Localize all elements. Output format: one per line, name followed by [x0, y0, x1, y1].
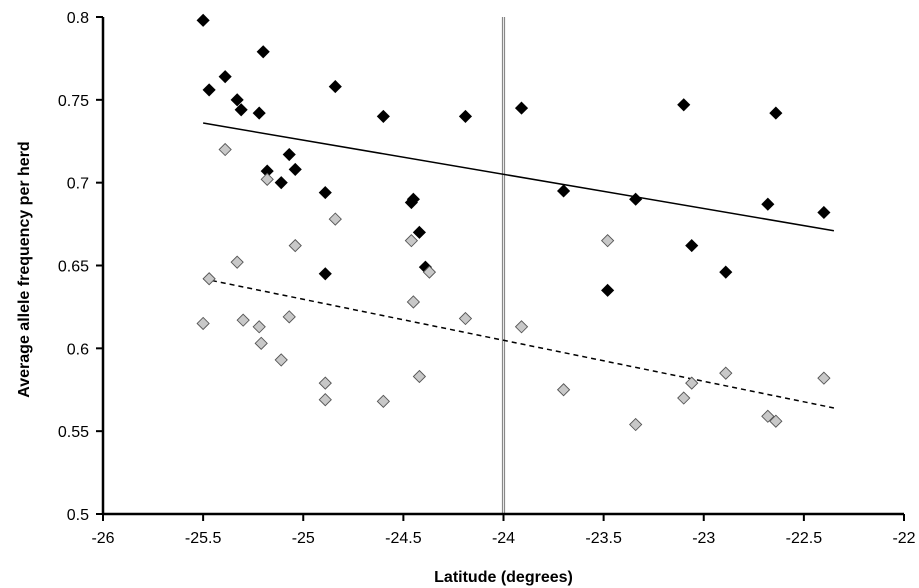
- data-point: [412, 369, 427, 384]
- data-point: [376, 109, 390, 123]
- data-point: [318, 376, 332, 390]
- y-axis-ticks: 0.5 0.55 0.6 0.65 0.7 0.75 0.8: [58, 10, 103, 524]
- data-point: [677, 98, 691, 112]
- data-point: [274, 353, 288, 367]
- series-2: [196, 142, 835, 432]
- data-point: [412, 225, 426, 239]
- data-point: [230, 93, 244, 107]
- data-point: [252, 106, 266, 120]
- data-point: [769, 414, 783, 428]
- data-point: [288, 162, 302, 176]
- data-point: [404, 234, 419, 248]
- data-point: [282, 310, 296, 324]
- data-point: [514, 320, 529, 334]
- y-tick-label: 0.65: [58, 259, 89, 276]
- data-point: [282, 147, 296, 162]
- data-point: [685, 376, 699, 390]
- x-axis-ticks: -26 -25.5 -25 -24.5 -24 -23.5 -23 -22.5 -22: [91, 514, 916, 547]
- data-point: [318, 186, 332, 200]
- data-point: [234, 103, 248, 117]
- y-tick-label: 0.8: [67, 10, 89, 27]
- y-tick-label: 0.75: [58, 93, 89, 110]
- data-point: [406, 295, 421, 309]
- data-point: [288, 238, 302, 253]
- data-point: [629, 417, 643, 432]
- y-tick-label: 0.6: [67, 341, 89, 358]
- x-tick-label: -23: [692, 530, 715, 547]
- data-point: [230, 255, 244, 269]
- x-tick-label: -24.5: [385, 530, 422, 547]
- data-point: [685, 239, 699, 253]
- data-point: [256, 45, 270, 59]
- x-tick-label: -26: [91, 530, 114, 547]
- data-point: [761, 409, 775, 423]
- data-point: [761, 197, 775, 211]
- data-point: [328, 80, 342, 94]
- data-point: [236, 313, 250, 327]
- data-point: [817, 205, 831, 220]
- data-point: [218, 70, 232, 84]
- y-tick-label: 0.5: [67, 507, 89, 524]
- data-point: [196, 316, 210, 331]
- data-point: [601, 283, 615, 297]
- data-point: [318, 393, 332, 407]
- data-point: [817, 371, 831, 385]
- trendline-1: [202, 122, 835, 232]
- data-point: [328, 212, 342, 226]
- data-point: [218, 142, 232, 157]
- data-point: [769, 106, 783, 120]
- data-point: [202, 272, 216, 286]
- x-tick-label: -25.5: [185, 530, 222, 547]
- data-point: [557, 184, 571, 198]
- x-tick-label: -22.5: [786, 530, 823, 547]
- data-point: [556, 383, 571, 397]
- data-point: [254, 336, 268, 350]
- data-point: [719, 366, 733, 380]
- x-tick-label: -23.5: [585, 530, 622, 547]
- data-point: [406, 192, 420, 206]
- y-axis-title: Average allele frequency per herd: [16, 141, 33, 397]
- data-point: [252, 320, 266, 334]
- trendline-2: [202, 278, 835, 409]
- y-tick-label: 0.7: [67, 176, 89, 193]
- data-point: [260, 172, 274, 186]
- data-point: [458, 311, 473, 326]
- data-point: [629, 192, 643, 206]
- data-point: [274, 176, 288, 190]
- x-tick-label: -25: [292, 530, 315, 547]
- data-point: [600, 234, 615, 248]
- data-point: [677, 391, 691, 405]
- x-tick-label: -24: [492, 530, 515, 547]
- y-tick-label: 0.55: [58, 424, 89, 441]
- plot-area: [196, 13, 835, 514]
- data-point: [376, 394, 390, 408]
- data-point: [318, 267, 332, 281]
- data-point: [514, 101, 529, 115]
- data-point: [422, 265, 437, 279]
- x-tick-label: -22: [892, 530, 915, 547]
- data-point: [202, 83, 216, 97]
- x-axis-title: Latitude (degrees): [434, 569, 573, 586]
- series-1: [196, 13, 835, 297]
- data-point: [196, 13, 210, 27]
- data-point: [719, 265, 733, 279]
- data-point: [458, 109, 473, 123]
